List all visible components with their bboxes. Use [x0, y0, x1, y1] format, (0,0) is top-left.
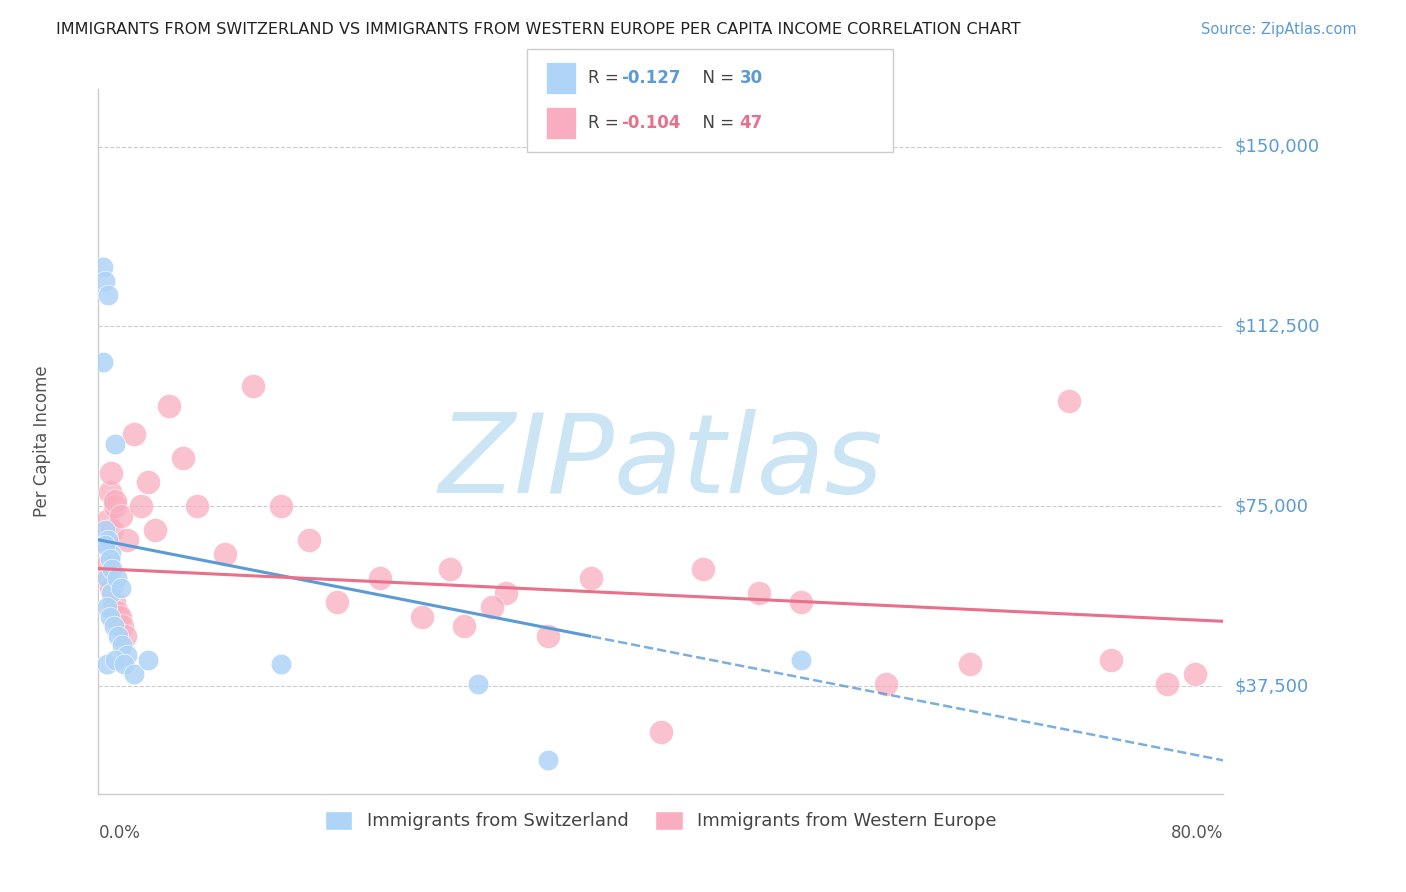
Point	[537, 629, 560, 643]
Text: -0.127: -0.127	[621, 69, 681, 87]
Point	[107, 629, 129, 643]
Point	[115, 648, 138, 662]
Text: 80.0%: 80.0%	[1171, 824, 1223, 842]
Point	[104, 500, 127, 514]
Point	[129, 500, 152, 514]
Point	[875, 676, 897, 690]
Point	[270, 657, 292, 672]
Text: $112,500: $112,500	[1234, 318, 1320, 335]
Point	[96, 657, 118, 672]
Point	[100, 466, 122, 480]
Point	[110, 581, 132, 595]
Text: 0.0%: 0.0%	[98, 824, 141, 842]
Point	[270, 500, 292, 514]
Point	[112, 657, 135, 672]
Text: -0.104: -0.104	[621, 114, 681, 132]
Text: N =: N =	[692, 69, 740, 87]
Point	[110, 508, 132, 523]
Point	[104, 494, 127, 508]
Point	[298, 533, 321, 547]
Text: 47: 47	[740, 114, 763, 132]
Point	[136, 653, 159, 667]
Text: IMMIGRANTS FROM SWITZERLAND VS IMMIGRANTS FROM WESTERN EUROPE PER CAPITA INCOME : IMMIGRANTS FROM SWITZERLAND VS IMMIGRANT…	[56, 22, 1021, 37]
Point	[157, 399, 180, 413]
Point	[97, 557, 120, 571]
Point	[100, 585, 122, 599]
Point	[98, 552, 121, 566]
Point	[94, 274, 117, 288]
Point	[1184, 667, 1206, 681]
Point	[105, 605, 128, 619]
Point	[1099, 653, 1122, 667]
Point	[115, 533, 138, 547]
Point	[98, 609, 121, 624]
Text: $150,000: $150,000	[1234, 137, 1319, 156]
Point	[103, 595, 125, 609]
Point	[650, 724, 672, 739]
Point	[103, 619, 125, 633]
Text: $75,000: $75,000	[1234, 497, 1309, 516]
Point	[94, 523, 117, 537]
Point	[790, 653, 813, 667]
Point	[97, 288, 120, 302]
Point	[214, 547, 236, 561]
Point	[111, 638, 134, 652]
Point	[959, 657, 981, 672]
Point	[481, 599, 503, 614]
Point	[114, 629, 136, 643]
Legend: Immigrants from Switzerland, Immigrants from Western Europe: Immigrants from Switzerland, Immigrants …	[318, 804, 1004, 838]
Point	[98, 484, 121, 499]
Point	[467, 676, 489, 690]
Point	[94, 571, 117, 585]
Text: ZIPatlas: ZIPatlas	[439, 409, 883, 516]
Text: N =: N =	[692, 114, 740, 132]
Point	[495, 585, 517, 599]
Point	[91, 355, 114, 369]
Point	[242, 379, 264, 393]
Point	[453, 619, 475, 633]
Point	[411, 609, 433, 624]
Point	[96, 599, 118, 614]
Point	[1156, 676, 1178, 690]
Point	[439, 561, 461, 575]
Point	[100, 547, 122, 561]
Point	[692, 561, 714, 575]
Point	[100, 581, 122, 595]
Point	[368, 571, 391, 585]
Point	[1057, 393, 1080, 408]
Text: R =: R =	[588, 114, 624, 132]
Point	[105, 571, 128, 585]
Point	[748, 585, 770, 599]
Point	[172, 451, 194, 466]
Point	[101, 523, 124, 537]
Point	[186, 500, 208, 514]
Point	[96, 514, 118, 528]
Text: $37,500: $37,500	[1234, 677, 1309, 695]
Point	[108, 609, 131, 624]
Point	[91, 260, 114, 274]
Point	[122, 427, 145, 442]
Text: Per Capita Income: Per Capita Income	[34, 366, 51, 517]
Point	[537, 753, 560, 767]
Point	[136, 475, 159, 490]
Point	[790, 595, 813, 609]
Point	[143, 523, 166, 537]
Point	[93, 533, 115, 547]
Point	[579, 571, 602, 585]
Point	[101, 561, 124, 575]
Point	[97, 533, 120, 547]
Point	[104, 653, 127, 667]
Point	[111, 619, 134, 633]
Point	[122, 667, 145, 681]
Point	[326, 595, 349, 609]
Point	[94, 538, 117, 552]
Point	[104, 437, 127, 451]
Text: R =: R =	[588, 69, 624, 87]
Point	[96, 571, 118, 585]
Text: 30: 30	[740, 69, 762, 87]
Text: Source: ZipAtlas.com: Source: ZipAtlas.com	[1201, 22, 1357, 37]
